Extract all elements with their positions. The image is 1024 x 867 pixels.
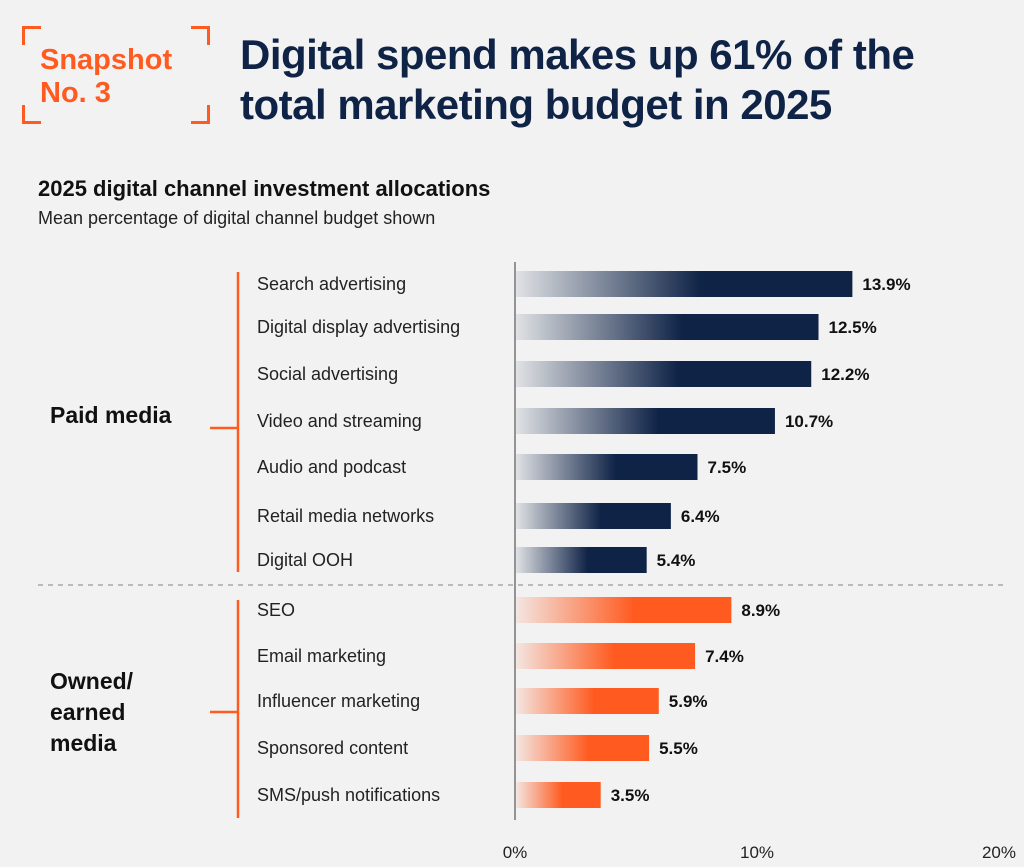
data-label: 6.4% [681, 507, 720, 526]
x-tick-label: 20% [982, 843, 1016, 862]
snapshot-badge: Snapshot No. 3 [22, 26, 210, 124]
category-label: SMS/push notifications [257, 785, 440, 805]
bar [516, 503, 671, 529]
category-label: Influencer marketing [257, 691, 420, 711]
corner-bracket [22, 26, 41, 45]
data-label: 5.4% [657, 551, 696, 570]
bar [516, 735, 650, 761]
snapshot-line1: Snapshot [40, 44, 173, 76]
chart-subtitle: Mean percentage of digital channel budge… [38, 208, 436, 228]
data-label: 5.5% [659, 739, 698, 758]
data-label: 12.5% [829, 318, 877, 337]
corner-bracket [191, 105, 210, 124]
bar [516, 314, 819, 340]
bar [516, 782, 601, 808]
bar [516, 454, 698, 480]
category-label: Social advertising [257, 364, 398, 384]
data-label: 8.9% [741, 601, 780, 620]
group-label-paid-media: Paid media [50, 402, 172, 428]
x-tick-label: 10% [740, 843, 774, 862]
category-label: SEO [257, 600, 295, 620]
data-label: 13.9% [862, 275, 910, 294]
category-label: Video and streaming [257, 411, 422, 431]
data-label: 12.2% [821, 365, 869, 384]
category-label: Retail media networks [257, 506, 434, 526]
snapshot-line2: No. 3 [40, 77, 111, 109]
bar [516, 597, 732, 623]
bar [516, 271, 853, 297]
category-label: Sponsored content [257, 738, 408, 758]
data-label: 7.4% [705, 647, 744, 666]
bar [516, 408, 775, 434]
snapshot-label: Snapshot No. 3 [40, 44, 172, 110]
page-title: Digital spend makes up 61% of the total … [240, 31, 915, 128]
corner-bracket [22, 105, 41, 124]
category-label: Search advertising [257, 274, 406, 294]
category-label: Audio and podcast [257, 457, 406, 477]
category-label: Email marketing [257, 646, 386, 666]
chart-title: 2025 digital channel investment allocati… [38, 176, 491, 201]
x-tick-label: 0% [503, 843, 528, 862]
bar [516, 361, 812, 387]
bar [516, 643, 696, 669]
data-label: 3.5% [611, 786, 650, 805]
group-label-owned-earned-media: Owned/ earned media [50, 668, 134, 756]
data-label: 10.7% [785, 412, 833, 431]
data-label: 7.5% [708, 458, 747, 477]
category-label: Digital OOH [257, 550, 353, 570]
data-label: 5.9% [669, 692, 708, 711]
corner-bracket [191, 26, 210, 45]
bar [516, 688, 659, 714]
category-label: Digital display advertising [257, 317, 460, 337]
bar [516, 547, 647, 573]
